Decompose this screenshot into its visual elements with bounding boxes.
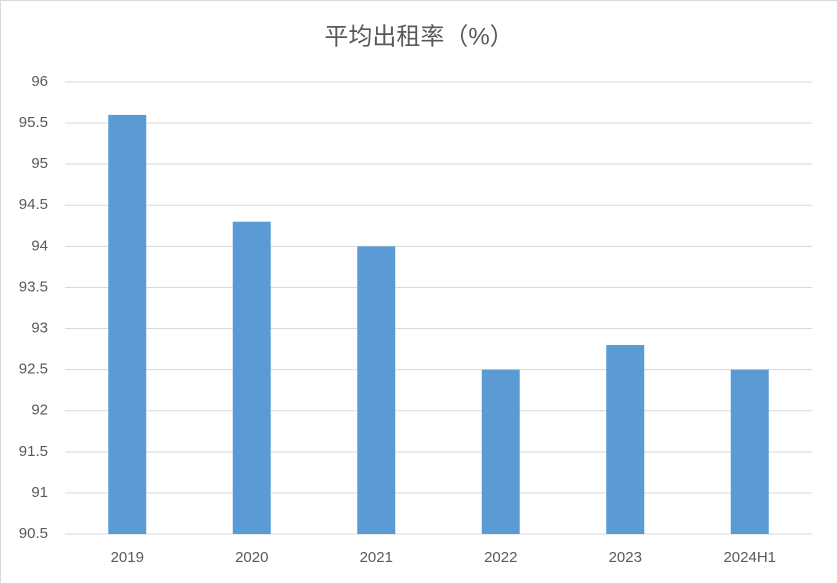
x-tick-label: 2019 — [111, 549, 144, 566]
y-tick-label: 95 — [31, 155, 48, 172]
y-tick-label: 92.5 — [19, 361, 48, 378]
y-tick-label: 91.5 — [19, 443, 48, 460]
x-tick-label: 2021 — [360, 549, 393, 566]
y-tick-label: 93 — [31, 320, 48, 337]
x-tick-label: 2020 — [235, 549, 268, 566]
bar — [606, 344, 645, 534]
y-tick-label: 94 — [31, 237, 48, 254]
y-tick-label: 93.5 — [19, 278, 48, 295]
y-tick-label: 95.5 — [19, 114, 48, 131]
y-tick-label: 92 — [31, 402, 48, 419]
y-tick-label: 94.5 — [19, 196, 48, 213]
y-tick-label: 96 — [31, 73, 48, 90]
y-tick-label: 91 — [31, 484, 48, 501]
x-tick-label: 2023 — [609, 549, 642, 566]
chart-title: 平均出租率（%） — [324, 23, 513, 50]
x-tick-label: 2024H1 — [723, 549, 776, 566]
bar — [108, 114, 147, 534]
x-tick-label: 2022 — [484, 549, 517, 566]
bar — [730, 369, 769, 534]
bar — [232, 221, 271, 534]
bar — [357, 246, 396, 534]
y-tick-label: 90.5 — [19, 525, 48, 542]
bar — [481, 369, 520, 534]
